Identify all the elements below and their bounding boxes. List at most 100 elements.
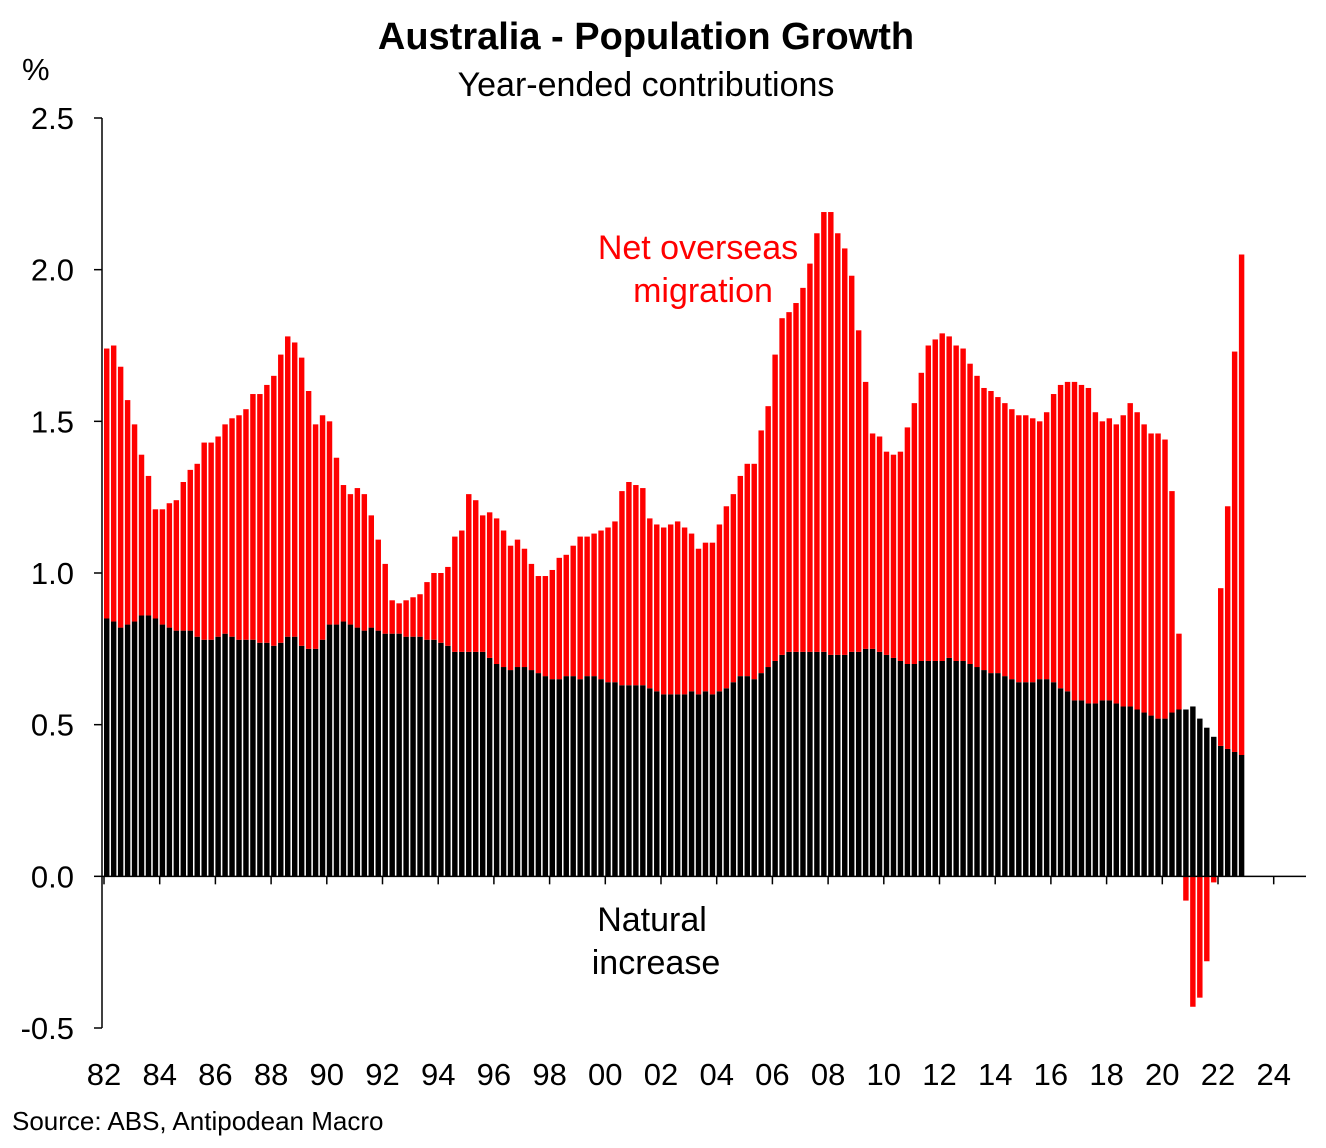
bar-net-overseas-migration: [904, 427, 911, 664]
bar-natural-increase: [862, 648, 869, 877]
bar-net-overseas-migration: [1120, 415, 1126, 707]
bar-natural-increase: [459, 651, 465, 877]
y-tick-label: 0.0: [31, 859, 74, 894]
bar-net-overseas-migration: [709, 542, 716, 695]
bar-net-overseas-migration: [667, 524, 674, 695]
bar-natural-increase: [333, 624, 340, 877]
bar-natural-increase: [681, 694, 688, 877]
bar-net-overseas-migration: [528, 563, 535, 671]
bar-net-overseas-migration: [577, 536, 583, 680]
bar-net-overseas-migration: [1071, 381, 1078, 701]
bar-natural-increase: [1106, 700, 1113, 877]
bar-natural-increase: [633, 685, 639, 877]
bar-natural-increase: [1148, 715, 1154, 877]
bar-natural-increase: [640, 685, 646, 877]
bar-natural-increase: [1134, 709, 1140, 877]
bar-natural-increase: [180, 630, 187, 877]
bar-net-overseas-migration: [215, 436, 221, 637]
bar-natural-increase: [556, 679, 562, 877]
bar-net-overseas-migration: [688, 533, 695, 692]
x-tick-label: 10: [867, 1057, 901, 1092]
bar-natural-increase: [528, 670, 535, 877]
bar-natural-increase: [1009, 679, 1015, 877]
bar-net-overseas-migration: [939, 333, 945, 661]
bar-net-overseas-migration: [988, 391, 994, 674]
bar-net-overseas-migration: [1078, 384, 1085, 701]
bar-net-overseas-migration: [953, 345, 959, 661]
bar-natural-increase: [1023, 682, 1029, 877]
bar-natural-increase: [264, 642, 270, 877]
bar-natural-increase: [473, 651, 479, 877]
bar-net-overseas-migration: [695, 548, 702, 695]
bar-net-overseas-migration: [1204, 876, 1210, 962]
bar-net-overseas-migration: [507, 545, 514, 671]
bar-natural-increase: [647, 688, 653, 877]
bar-net-overseas-migration: [869, 433, 876, 649]
bar-natural-increase: [674, 694, 681, 877]
bar-net-overseas-migration: [229, 418, 235, 637]
x-axis-ticks: 82 84 86 88 90 92 94 96 98 00 02 04 06 08 10 12 14 16 18 20…: [87, 876, 1291, 1092]
bar-natural-increase: [814, 651, 820, 877]
x-tick-label: 14: [978, 1057, 1012, 1092]
bar-net-overseas-migration: [110, 345, 117, 622]
bar-net-overseas-migration: [152, 509, 159, 619]
bar-net-overseas-migration: [897, 451, 904, 661]
bar-net-overseas-migration: [438, 573, 444, 643]
bar-natural-increase: [347, 624, 354, 877]
bar-natural-increase: [201, 639, 207, 877]
bar-net-overseas-migration: [187, 469, 193, 631]
bar-net-overseas-migration: [911, 403, 918, 664]
bar-natural-increase: [1085, 703, 1092, 877]
x-tick-label: 84: [142, 1057, 176, 1092]
x-tick-label: 08: [811, 1057, 845, 1092]
bar-natural-increase: [716, 691, 723, 877]
bar-net-overseas-migration: [702, 542, 709, 692]
bar-net-overseas-migration: [1085, 387, 1092, 704]
x-tick-label: 96: [477, 1057, 511, 1092]
bar-net-overseas-migration: [285, 336, 291, 637]
bar-natural-increase: [1224, 748, 1231, 877]
bar-net-overseas-migration: [1036, 421, 1043, 680]
bar-net-overseas-migration: [236, 415, 242, 640]
bar-natural-increase: [368, 627, 374, 877]
bar-natural-increase: [1092, 703, 1099, 877]
bar-natural-increase: [1036, 679, 1043, 877]
bar-net-overseas-migration: [1127, 403, 1133, 707]
bar-net-overseas-migration: [876, 436, 883, 652]
bar-net-overseas-migration: [305, 391, 312, 649]
bar-net-overseas-migration: [1092, 412, 1099, 704]
bar-net-overseas-migration: [772, 354, 778, 661]
bar-natural-increase: [1176, 709, 1182, 877]
bar-net-overseas-migration: [556, 557, 562, 680]
bar-natural-increase: [869, 648, 876, 877]
y-tick-label: 1.5: [31, 404, 74, 439]
bar-natural-increase: [326, 624, 333, 877]
bar-net-overseas-migration: [570, 545, 576, 677]
y-tick-label: 1.0: [31, 556, 74, 591]
bar-natural-increase: [598, 679, 604, 877]
annotation-natural-increase-line2: increase: [592, 944, 721, 982]
bar-net-overseas-migration: [291, 342, 298, 637]
bar-natural-increase: [1113, 703, 1119, 877]
bar-net-overseas-migration: [194, 463, 200, 637]
bar-net-overseas-migration: [591, 533, 597, 677]
bar-natural-increase: [848, 651, 855, 877]
bar-natural-increase: [1050, 682, 1057, 877]
bar-net-overseas-migration: [1002, 403, 1008, 677]
bar-net-overseas-migration: [758, 430, 764, 674]
bar-net-overseas-migration: [584, 536, 590, 677]
bar-natural-increase: [953, 660, 959, 877]
bar-net-overseas-migration: [459, 530, 465, 652]
bar-natural-increase: [291, 636, 298, 877]
bar-net-overseas-migration: [619, 491, 625, 686]
source-note: Source: ABS, Antipodean Macro: [12, 1106, 383, 1136]
bar-net-overseas-migration: [466, 494, 472, 652]
bar-net-overseas-migration: [1183, 876, 1189, 901]
bar-natural-increase: [744, 676, 750, 877]
bar-net-overseas-migration: [1023, 415, 1029, 683]
bar-net-overseas-migration: [1050, 394, 1057, 683]
bar-natural-increase: [305, 648, 312, 877]
bar-net-overseas-migration: [452, 536, 458, 652]
bar-natural-increase: [514, 667, 521, 877]
bar-natural-increase: [1162, 718, 1168, 877]
